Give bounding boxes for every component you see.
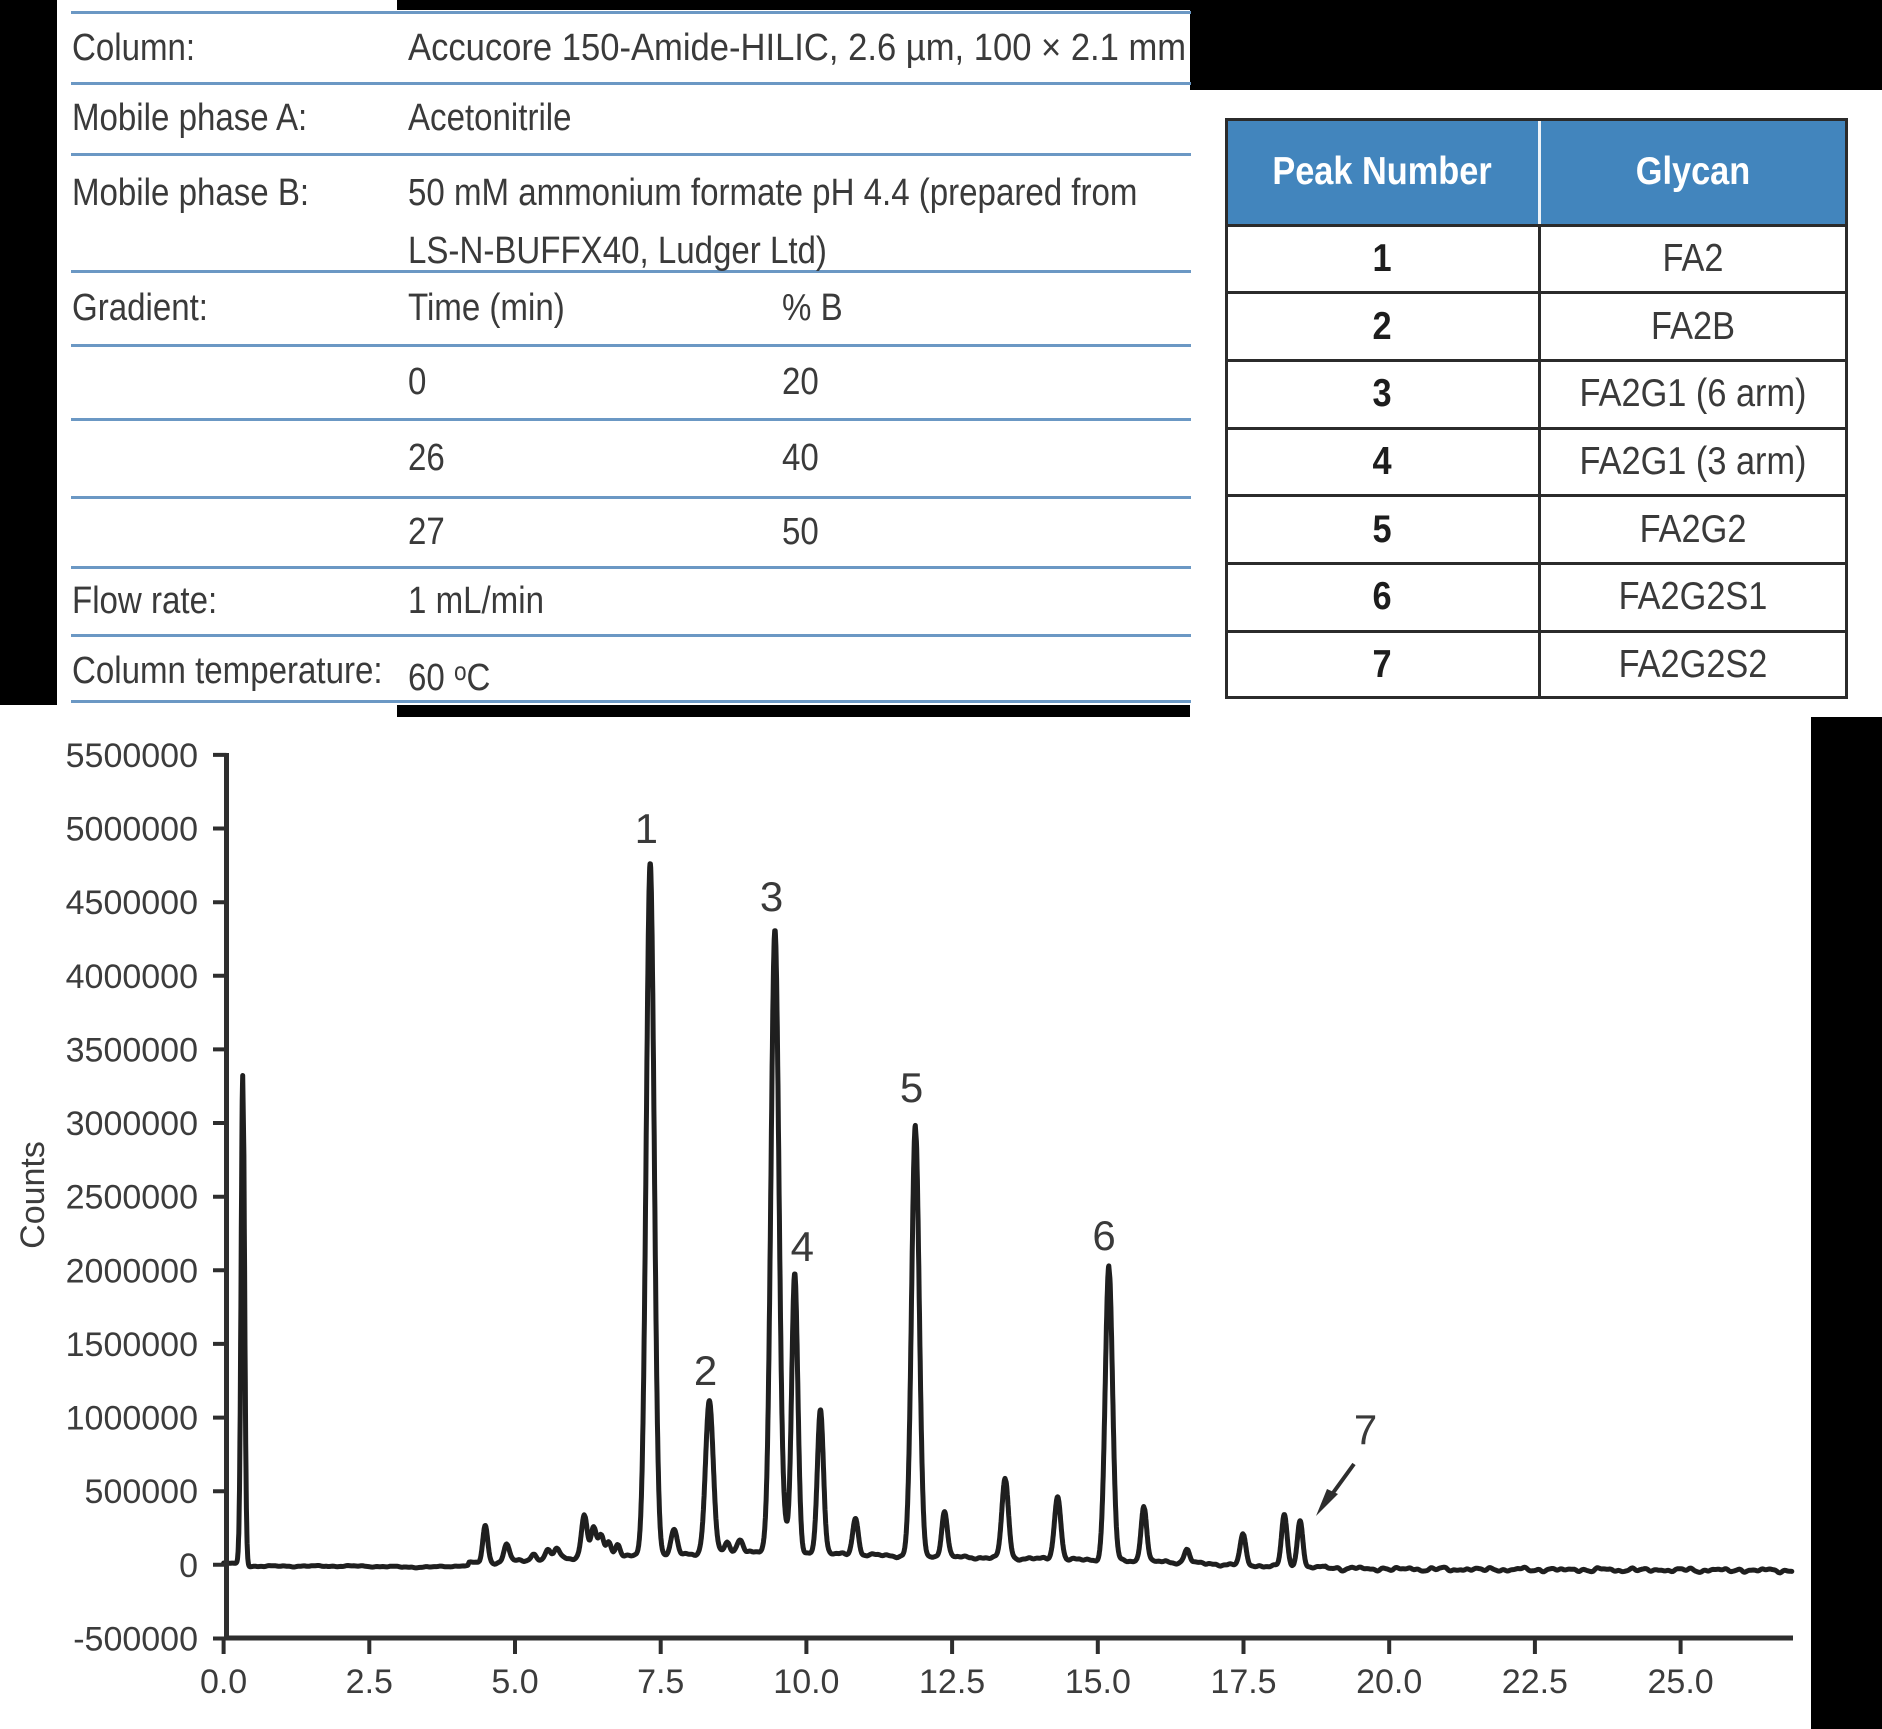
svg-text:3000000: 3000000: [66, 1105, 198, 1143]
svg-text:2000000: 2000000: [66, 1252, 198, 1290]
svg-text:2: 2: [694, 1347, 717, 1394]
svg-text:0: 0: [179, 1547, 198, 1585]
svg-text:6: 6: [1092, 1212, 1115, 1259]
svg-text:4500000: 4500000: [66, 884, 198, 922]
svg-text:3500000: 3500000: [66, 1031, 198, 1069]
svg-text:2.5: 2.5: [346, 1663, 393, 1701]
svg-text:5: 5: [900, 1064, 923, 1111]
svg-text:Counts: Counts: [14, 1141, 52, 1249]
svg-text:15.0: 15.0: [1065, 1663, 1131, 1701]
svg-text:1000000: 1000000: [66, 1400, 198, 1438]
svg-text:20.0: 20.0: [1356, 1663, 1422, 1701]
svg-text:4: 4: [791, 1223, 814, 1270]
svg-text:22.5: 22.5: [1502, 1663, 1568, 1701]
svg-text:5500000: 5500000: [66, 737, 198, 775]
svg-text:7.5: 7.5: [637, 1663, 684, 1701]
svg-text:17.5: 17.5: [1210, 1663, 1276, 1701]
svg-text:4000000: 4000000: [66, 958, 198, 996]
svg-text:7: 7: [1354, 1406, 1377, 1453]
svg-text:0.0: 0.0: [200, 1663, 247, 1701]
svg-text:2500000: 2500000: [66, 1179, 198, 1217]
svg-text:3: 3: [760, 873, 783, 920]
svg-text:500000: 500000: [85, 1473, 198, 1511]
svg-text:1500000: 1500000: [66, 1326, 198, 1364]
svg-text:5.0: 5.0: [491, 1663, 538, 1701]
svg-text:1: 1: [635, 805, 658, 852]
svg-text:12.5: 12.5: [919, 1663, 985, 1701]
svg-text:5000000: 5000000: [66, 811, 198, 849]
svg-text:-500000: -500000: [73, 1621, 198, 1659]
svg-text:10.0: 10.0: [773, 1663, 839, 1701]
svg-text:25.0: 25.0: [1648, 1663, 1714, 1701]
